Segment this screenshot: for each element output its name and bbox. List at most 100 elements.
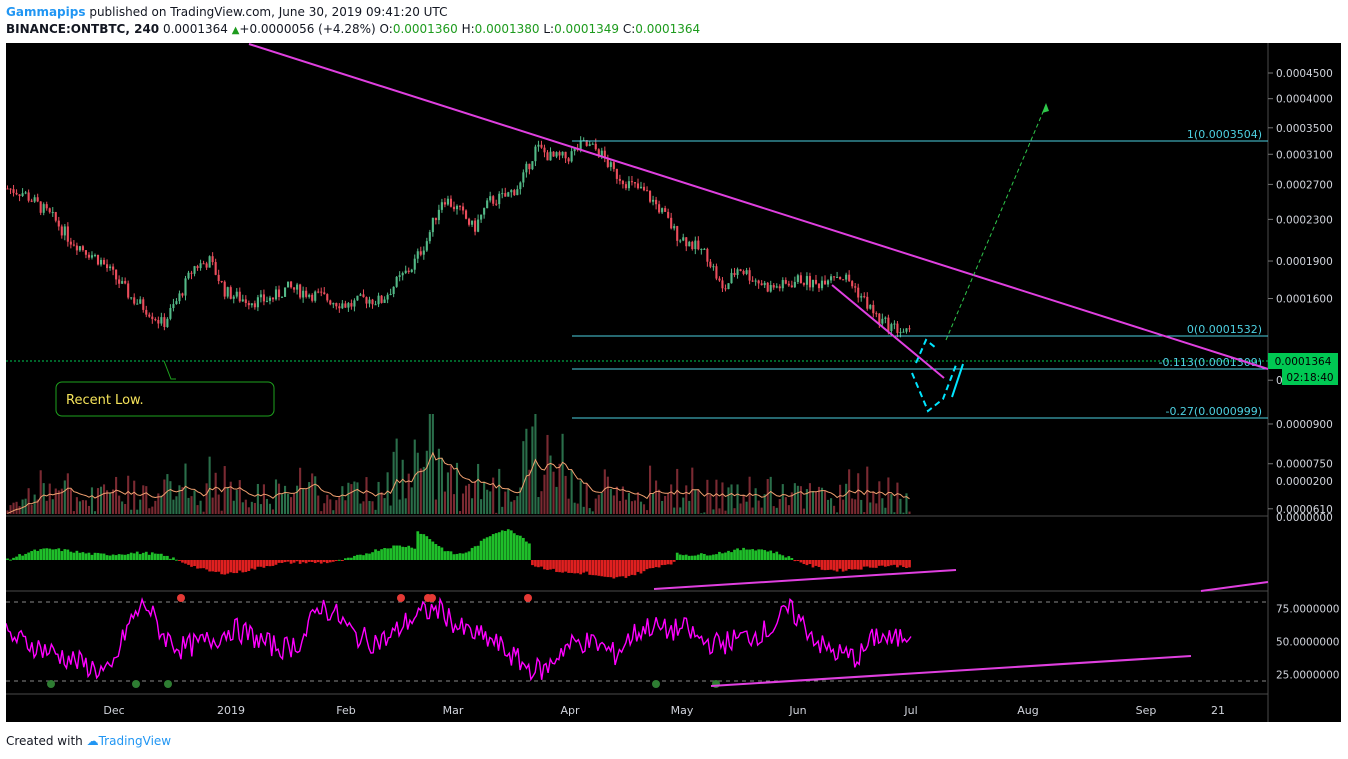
volume-bar (458, 511, 462, 514)
macd-bar (247, 560, 251, 571)
candle-body (814, 279, 818, 284)
volume-bar (884, 507, 887, 514)
macd-bar (331, 560, 335, 562)
macd-bar (69, 551, 73, 560)
high-value: 0.0001380 (474, 22, 540, 36)
volume-bar (160, 495, 163, 514)
candle-body (389, 293, 392, 295)
macd-bar (60, 551, 64, 560)
candle-body (860, 296, 863, 298)
volume-bar (193, 490, 196, 514)
candle-body (437, 209, 440, 221)
volume-bar (504, 491, 507, 514)
candle-body (431, 217, 434, 233)
macd-tick-label: 0.0000000 (1276, 512, 1333, 524)
volume-bar (489, 491, 492, 514)
macd-bar (428, 539, 432, 560)
volume-bar (317, 495, 320, 514)
descending-trendline (248, 43, 1269, 370)
candle-body (121, 281, 124, 284)
macd-bar (199, 560, 202, 569)
volume-bar (694, 489, 697, 514)
macd-bar (72, 552, 76, 560)
volume-bar (274, 479, 278, 514)
candle-body (326, 294, 329, 301)
candle-body (549, 151, 552, 161)
macd-bar (826, 560, 830, 570)
volume-bar (739, 503, 742, 514)
volume-bar (205, 483, 208, 514)
candle-body (148, 314, 151, 317)
volume-bar (202, 511, 205, 514)
candle-body (899, 332, 902, 334)
candle-body (633, 182, 637, 184)
chart-canvas[interactable]: 1(0.0003504) 0(0.0001532) -0.113(0.00013… (6, 43, 1341, 722)
macd-bar (380, 549, 383, 560)
candle-body (434, 217, 437, 221)
volume-bar (712, 509, 715, 514)
macd-bar (627, 560, 631, 577)
macd-bar (621, 560, 625, 577)
volume-bar (413, 439, 416, 514)
volume-bar (748, 476, 751, 514)
candle-body (145, 309, 148, 315)
close-label: C: (622, 22, 636, 36)
candle-body (329, 300, 332, 305)
rsi-signal-dots (47, 594, 720, 688)
candle-body (655, 199, 658, 205)
candle-body (718, 278, 721, 281)
candle-body (624, 184, 627, 189)
volume-bar (335, 500, 338, 514)
macd-bar (555, 560, 558, 572)
projection-green-dashed (945, 104, 1047, 341)
macd-bar (114, 555, 118, 560)
recent-low-callout[interactable] (55, 381, 275, 417)
volume-bar (449, 465, 453, 514)
candle-body (271, 297, 275, 300)
volume-bar (890, 494, 893, 514)
candle-body (519, 182, 522, 190)
macd-bar (491, 534, 495, 560)
candle-body (854, 286, 857, 288)
macd-bar (446, 551, 450, 560)
macd-bar (383, 548, 386, 560)
volume-bar (727, 487, 730, 514)
macd-bar (30, 551, 33, 560)
tradingview-brand-link[interactable]: TradingView (98, 734, 172, 748)
candle-body (223, 281, 226, 297)
volume-bar (344, 500, 347, 514)
volume-bar (543, 474, 546, 514)
price-tick-label: 0.0004000 (1276, 94, 1333, 106)
macd-bar (736, 548, 739, 560)
candle-body (905, 328, 908, 332)
time-tick-label: Sep (1136, 704, 1157, 717)
macd-bar (868, 560, 872, 568)
candle-body (857, 287, 860, 298)
candle-body (187, 272, 190, 279)
macd-bar (509, 530, 513, 560)
macd-bar (289, 560, 293, 564)
macd-bar (853, 560, 857, 570)
volume-bar (899, 498, 902, 514)
macd-bar (730, 552, 733, 560)
macd-bar (588, 560, 592, 575)
macd-trend-extension (1200, 581, 1269, 592)
candle-body (232, 296, 235, 299)
volume-bar (772, 506, 775, 514)
candle-body (664, 208, 667, 212)
volume-bar (558, 463, 561, 514)
volume-bar (673, 507, 676, 514)
macd-bar (301, 560, 305, 563)
candle-body (754, 280, 757, 282)
footer-credit: Created with ☁TradingView (6, 734, 171, 748)
macd-bar (102, 553, 106, 560)
candle-body (57, 220, 60, 227)
author-name[interactable]: Gammapips (6, 5, 86, 19)
volume-bar (688, 500, 691, 514)
macd-bar (859, 560, 863, 570)
candle-body (510, 190, 513, 193)
candle-body (93, 254, 97, 256)
macd-bar (129, 552, 133, 560)
volume-bar (247, 507, 250, 514)
volume-bar (115, 476, 118, 514)
